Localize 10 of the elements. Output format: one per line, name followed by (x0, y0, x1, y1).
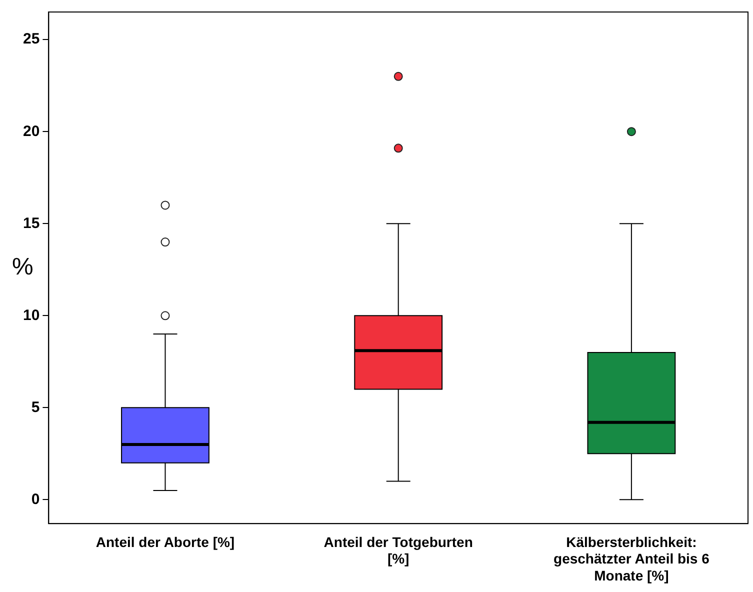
x-tick-label: Anteil der Totgeburten [%] (324, 534, 473, 567)
y-tick-label: 15 (22, 214, 40, 232)
y-tick-label: 0 (31, 490, 40, 508)
y-tick-label: 25 (22, 30, 40, 48)
x-tick-label: Anteil der Aborte [%] (96, 534, 235, 550)
y-tick-label: 5 (31, 398, 40, 416)
x-tick-label: Kälbersterblichkeit: geschätzter Anteil bis 6 Monate [%] (554, 534, 710, 584)
y-axis-title: % (12, 253, 34, 280)
y-tick-label: 20 (22, 122, 40, 140)
y-tick-label: 10 (22, 306, 40, 324)
